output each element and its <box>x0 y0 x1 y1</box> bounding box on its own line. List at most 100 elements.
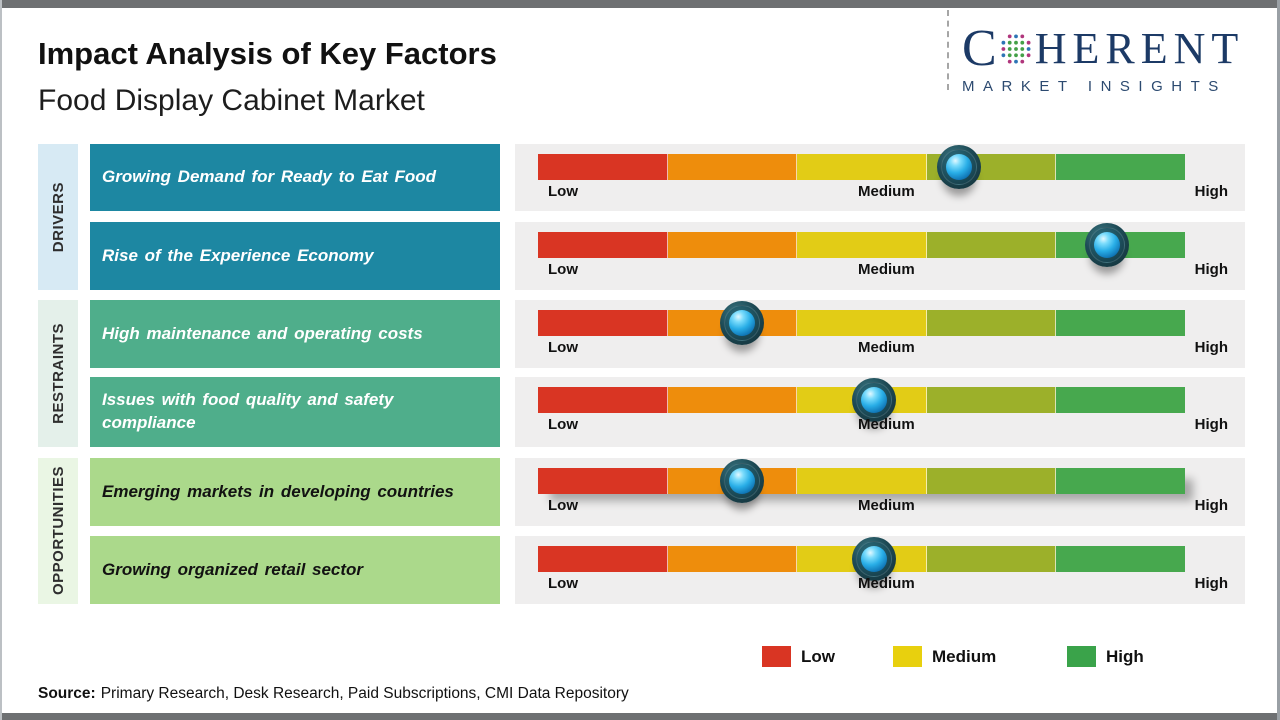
legend-swatch-medium <box>893 646 922 667</box>
segment-low-medium <box>667 232 798 258</box>
segment-low <box>538 310 668 336</box>
impact-scale-bar <box>538 223 1185 267</box>
impact-gauge-row-1: Low Medium High <box>515 144 1245 211</box>
factor-box-restraint-2: Issues with food quality and safety comp… <box>90 377 500 447</box>
segment-medium-high <box>926 310 1057 336</box>
segment-low-medium <box>667 546 798 572</box>
legend-swatch-low <box>762 646 791 667</box>
impact-marker <box>719 459 764 503</box>
scale-high-label: High <box>1194 339 1228 356</box>
segment-low <box>538 468 668 494</box>
scale-labels: Low Medium High <box>548 575 1228 592</box>
logo-tagline: MARKET INSIGHTS <box>962 78 1227 95</box>
group-label-opportunities: OPPORTUNITIES <box>49 466 67 596</box>
scale-low-label: Low <box>548 497 578 514</box>
logo-wordmark: C HERENT <box>962 20 1260 77</box>
group-strip-drivers: DRIVERS <box>38 144 78 290</box>
scale-low-label: Low <box>548 575 578 592</box>
legend-item-medium: Medium <box>893 646 996 667</box>
page-title: Impact Analysis of Key Factors <box>38 36 497 71</box>
scale-labels: Low Medium High <box>548 183 1228 200</box>
slide-left-border <box>0 0 2 720</box>
segment-medium-high <box>926 546 1057 572</box>
segment-medium <box>797 232 927 258</box>
scale-medium-label: Medium <box>858 497 915 514</box>
scale-labels: Low Medium High <box>548 261 1228 278</box>
factor-box-opportunity-1: Emerging markets in developing countries <box>90 458 500 526</box>
coherent-logo: C HERENT MARKET INSIGHTS <box>962 20 1260 96</box>
segment-high <box>1056 546 1185 572</box>
impact-gauge-row-2: Low Medium High <box>515 222 1245 290</box>
segment-low <box>538 387 668 413</box>
factor-box-opportunity-2: Growing organized retail sector <box>90 536 500 604</box>
segment-low-medium <box>667 387 798 413</box>
scale-high-label: High <box>1194 183 1228 200</box>
scale-high-label: High <box>1194 497 1228 514</box>
segment-low-medium <box>667 154 798 180</box>
impact-scale-bar <box>538 378 1185 422</box>
scale-low-label: Low <box>548 183 578 200</box>
scale-labels: Low Medium High <box>548 497 1228 514</box>
scale-medium-label: Medium <box>858 416 915 433</box>
factor-box-driver-2: Rise of the Experience Economy <box>90 222 500 290</box>
segment-medium-high <box>926 232 1057 258</box>
source-prefix: Source: <box>38 685 96 702</box>
group-strip-restraints: RESTRAINTS <box>38 300 78 447</box>
segment-low <box>538 232 668 258</box>
segment-medium-high <box>926 468 1057 494</box>
factor-label: Issues with food quality and safety comp… <box>102 390 394 432</box>
scale-medium-label: Medium <box>858 261 915 278</box>
scale-high-label: High <box>1194 261 1228 278</box>
scale-low-label: Low <box>548 261 578 278</box>
impact-marker <box>852 378 897 422</box>
impact-scale-bar <box>538 301 1185 345</box>
segment-medium-high <box>926 387 1057 413</box>
impact-gauge-row-6: Low Medium High <box>515 536 1245 604</box>
segment-low <box>538 546 668 572</box>
scale-labels: Low Medium High <box>548 416 1228 433</box>
impact-marker <box>936 145 981 189</box>
segment-low <box>538 154 668 180</box>
slide-bottom-border <box>0 713 1280 720</box>
impact-scale-bar <box>538 459 1185 503</box>
logo-letter-c: C <box>962 20 997 77</box>
factor-label: Growing organized retail sector <box>102 559 364 579</box>
impact-marker <box>1085 223 1130 267</box>
slide-top-border <box>0 0 1280 8</box>
legend-label-high: High <box>1106 646 1144 666</box>
globe-icon <box>998 31 1034 67</box>
segment-high <box>1056 154 1185 180</box>
factor-label: Rise of the Experience Economy <box>102 245 374 265</box>
impact-gauge-row-4: Low Medium High <box>515 377 1245 447</box>
impact-scale-bar <box>538 537 1185 581</box>
legend-item-high: High <box>1067 646 1144 667</box>
group-label-restraints: RESTRAINTS <box>49 323 67 424</box>
segment-high <box>1056 468 1185 494</box>
page-subtitle: Food Display Cabinet Market <box>38 84 425 117</box>
factor-box-restraint-1: High maintenance and operating costs <box>90 300 500 368</box>
impact-marker <box>719 301 764 345</box>
scale-high-label: High <box>1194 575 1228 592</box>
legend-label-low: Low <box>801 646 835 666</box>
factor-box-driver-1: Growing Demand for Ready to Eat Food <box>90 144 500 211</box>
segment-medium <box>797 310 927 336</box>
scale-low-label: Low <box>548 339 578 356</box>
segment-high <box>1056 387 1185 413</box>
segment-medium <box>797 154 927 180</box>
segment-medium <box>797 468 927 494</box>
scale-low-label: Low <box>548 416 578 433</box>
impact-scale-bar <box>538 145 1185 189</box>
legend-swatch-high <box>1067 646 1096 667</box>
segment-high <box>1056 310 1185 336</box>
impact-gauge-row-3: Low Medium High <box>515 300 1245 368</box>
logo-divider <box>947 10 949 90</box>
legend-item-low: Low <box>762 646 835 667</box>
factor-label: Emerging markets in developing countries <box>102 481 454 501</box>
source-line: Source: Primary Research, Desk Research, … <box>38 685 629 703</box>
factor-label: Growing Demand for Ready to Eat Food <box>102 167 437 187</box>
legend-label-medium: Medium <box>932 646 997 666</box>
group-label-drivers: DRIVERS <box>49 181 67 253</box>
impact-marker <box>852 537 897 581</box>
scale-high-label: High <box>1194 416 1228 433</box>
